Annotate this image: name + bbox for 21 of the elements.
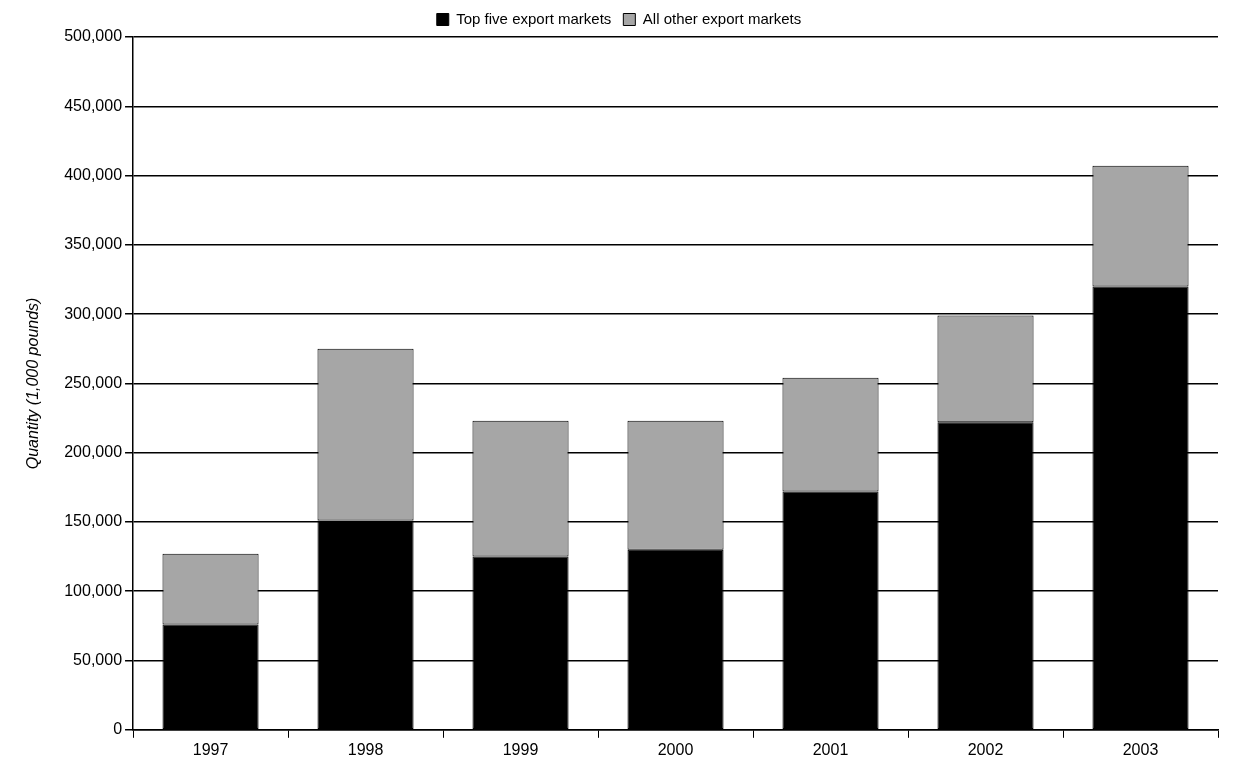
y-tick-label: 100,000 [64,581,123,599]
y-tick-label: 450,000 [64,96,123,114]
x-tick-label: 2002 [967,740,1004,758]
legend-label: Top five export markets [456,9,612,27]
y-tick-label: 0 [113,720,123,738]
x-tick-label: 1998 [347,740,384,758]
y-tick-label: 500,000 [64,27,123,45]
y-axis-title: Quantity (1,000 pounds) [24,297,42,470]
x-tick-label: 1997 [192,740,229,758]
y-tick-label: 350,000 [64,235,123,253]
x-tick-label: 2000 [657,740,694,758]
legend-label: All other export markets [642,9,802,27]
x-tick-label: 2003 [1122,740,1159,758]
x-tick-label: 2001 [812,740,849,758]
y-tick-label: 300,000 [64,304,123,322]
x-tick-label: 1999 [502,740,539,758]
y-tick-label: 200,000 [64,443,123,461]
y-tick-label: 50,000 [73,650,123,668]
y-tick-label: 150,000 [64,512,123,530]
y-tick-label: 250,000 [64,373,123,391]
y-tick-label: 400,000 [64,165,123,183]
